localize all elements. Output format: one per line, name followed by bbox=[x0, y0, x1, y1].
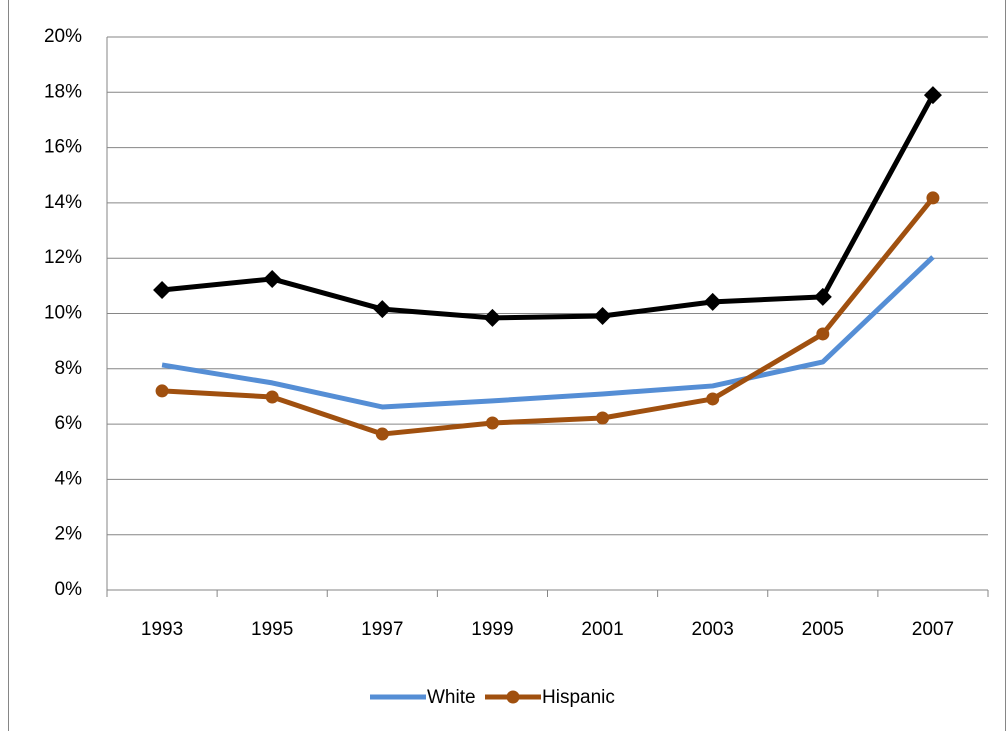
point bbox=[153, 280, 172, 299]
y-tick-label: 20% bbox=[44, 26, 82, 47]
point bbox=[263, 269, 282, 288]
point bbox=[155, 384, 169, 398]
point bbox=[483, 308, 502, 327]
point bbox=[373, 300, 392, 319]
y-tick-label: 0% bbox=[55, 579, 83, 600]
y-tick-label: 18% bbox=[44, 81, 82, 102]
series-line bbox=[161, 93, 936, 321]
chart-frame bbox=[8, 0, 1006, 731]
point bbox=[816, 327, 830, 341]
x-tick-label: 1999 bbox=[471, 619, 513, 640]
point bbox=[706, 392, 720, 406]
series-line bbox=[161, 255, 935, 410]
y-tick-label: 4% bbox=[55, 468, 83, 489]
point bbox=[485, 416, 499, 430]
x-tick-label: 2001 bbox=[581, 619, 623, 640]
point bbox=[813, 287, 832, 306]
legend-label: Hispanic bbox=[542, 687, 615, 708]
y-tick-label: 12% bbox=[44, 247, 82, 268]
x-tick-label: 1997 bbox=[361, 619, 403, 640]
point bbox=[265, 390, 279, 404]
x-tick-label: 2005 bbox=[802, 619, 844, 640]
legend-label: White bbox=[427, 687, 476, 708]
point bbox=[596, 411, 610, 425]
y-tick-label: 6% bbox=[55, 413, 83, 434]
point bbox=[703, 292, 722, 311]
x-tick-label: 2007 bbox=[912, 619, 954, 640]
point bbox=[593, 306, 612, 325]
x-tick-label: 1995 bbox=[251, 619, 293, 640]
y-tick-label: 10% bbox=[44, 303, 82, 324]
point bbox=[506, 690, 520, 704]
point bbox=[923, 86, 942, 105]
y-tick-label: 14% bbox=[44, 192, 82, 213]
point bbox=[926, 191, 940, 205]
series-line bbox=[161, 196, 935, 437]
y-tick-label: 8% bbox=[55, 358, 83, 379]
y-tick-label: 16% bbox=[44, 137, 82, 158]
y-tick-label: 2% bbox=[55, 524, 83, 545]
x-tick-label: 1993 bbox=[141, 619, 183, 640]
x-tick-label: 2003 bbox=[692, 619, 734, 640]
point bbox=[375, 427, 389, 441]
